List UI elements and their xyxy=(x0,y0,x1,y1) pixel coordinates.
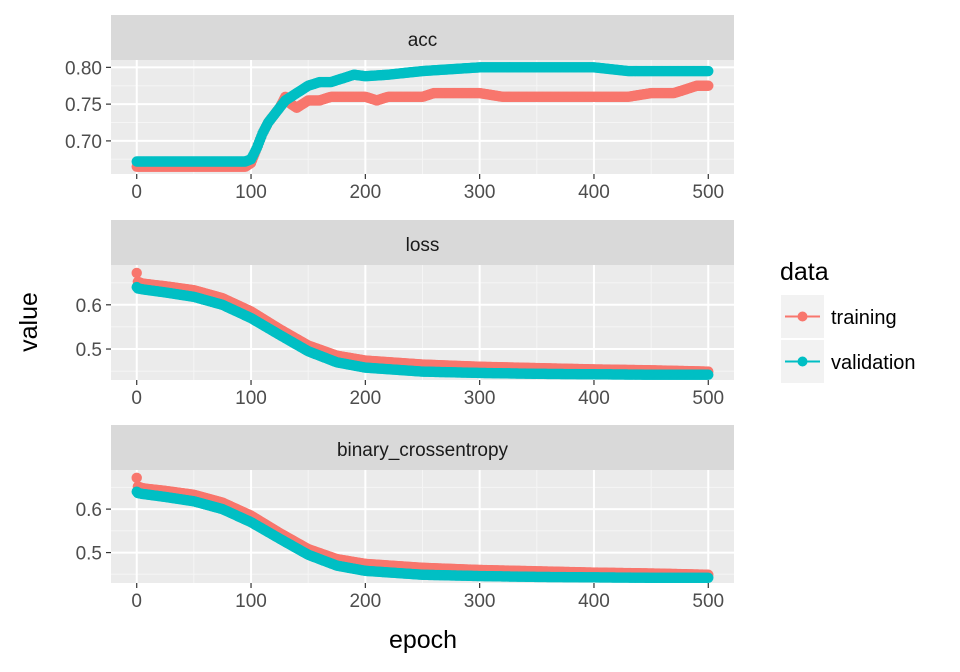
y-tick-label: 0.6 xyxy=(76,296,102,317)
x-axis-title: epoch xyxy=(389,626,457,654)
x-tick-label: 300 xyxy=(464,182,496,203)
x-tick-label: 200 xyxy=(349,182,381,203)
legend-label: training xyxy=(831,307,897,329)
x-tick-label: 500 xyxy=(692,182,724,203)
x-tick-label: 100 xyxy=(235,182,267,203)
legend-title: data xyxy=(780,258,829,286)
data-point xyxy=(703,369,714,380)
x-tick-label: 200 xyxy=(349,388,381,409)
x-tick-label: 400 xyxy=(578,388,610,409)
legend-item-training: training xyxy=(781,295,897,338)
x-tick-label: 500 xyxy=(692,388,724,409)
x-tick-label: 300 xyxy=(464,388,496,409)
data-point xyxy=(703,65,714,77)
facet-strip xyxy=(111,15,734,60)
x-tick-label: 500 xyxy=(692,591,724,612)
facet-strip-label: loss xyxy=(406,235,440,256)
y-tick-label: 0.80 xyxy=(65,58,102,79)
y-tick-label: 0.70 xyxy=(65,132,102,153)
y-tick-label: 0.6 xyxy=(76,500,102,521)
data-point xyxy=(131,472,142,484)
x-tick-label: 400 xyxy=(578,591,610,612)
legend-item-validation: validation xyxy=(781,340,916,383)
y-tick-label: 0.5 xyxy=(76,544,102,565)
data-point xyxy=(703,572,714,583)
legend-label: validation xyxy=(831,352,916,374)
x-tick-label: 300 xyxy=(464,591,496,612)
legend-key-point xyxy=(797,356,808,367)
series-validation xyxy=(131,62,714,167)
facet-strip-label: binary_crossentropy xyxy=(337,440,509,461)
facet-strip xyxy=(111,220,734,265)
x-tick-label: 100 xyxy=(235,388,267,409)
x-tick-label: 0 xyxy=(131,388,142,409)
legend-key-point xyxy=(797,311,808,322)
series-validation xyxy=(131,281,714,380)
facet-panel-loss: loss 0 100 200 300 400 500 0.5 0.6 xyxy=(76,220,734,409)
facet-strip xyxy=(111,425,734,470)
x-tick-label: 400 xyxy=(578,182,610,203)
facet-strip-label: acc xyxy=(408,30,438,51)
facet-panel-binary-crossentropy: binary_crossentropy 0 100 200 300 400 500 0.5 0.… xyxy=(76,425,734,612)
facet-panel-acc: acc 0 100 200 300 400 500 0.70 0.75 0.80 xyxy=(65,15,734,203)
y-tick-label: 0.5 xyxy=(76,340,102,361)
x-tick-label: 0 xyxy=(131,182,142,203)
y-tick-label: 0.75 xyxy=(65,95,102,116)
data-point xyxy=(703,80,714,91)
data-point xyxy=(131,267,142,279)
facet-panels: acc 0 100 200 300 400 500 0.70 0.75 0.80 loss 0 100 2… xyxy=(65,15,734,612)
x-tick-label: 0 xyxy=(131,591,142,612)
y-axis-title: value xyxy=(15,292,43,352)
x-tick-label: 200 xyxy=(349,591,381,612)
series-validation xyxy=(131,486,714,583)
x-tick-label: 100 xyxy=(235,591,267,612)
legend: data training validation xyxy=(780,258,916,383)
